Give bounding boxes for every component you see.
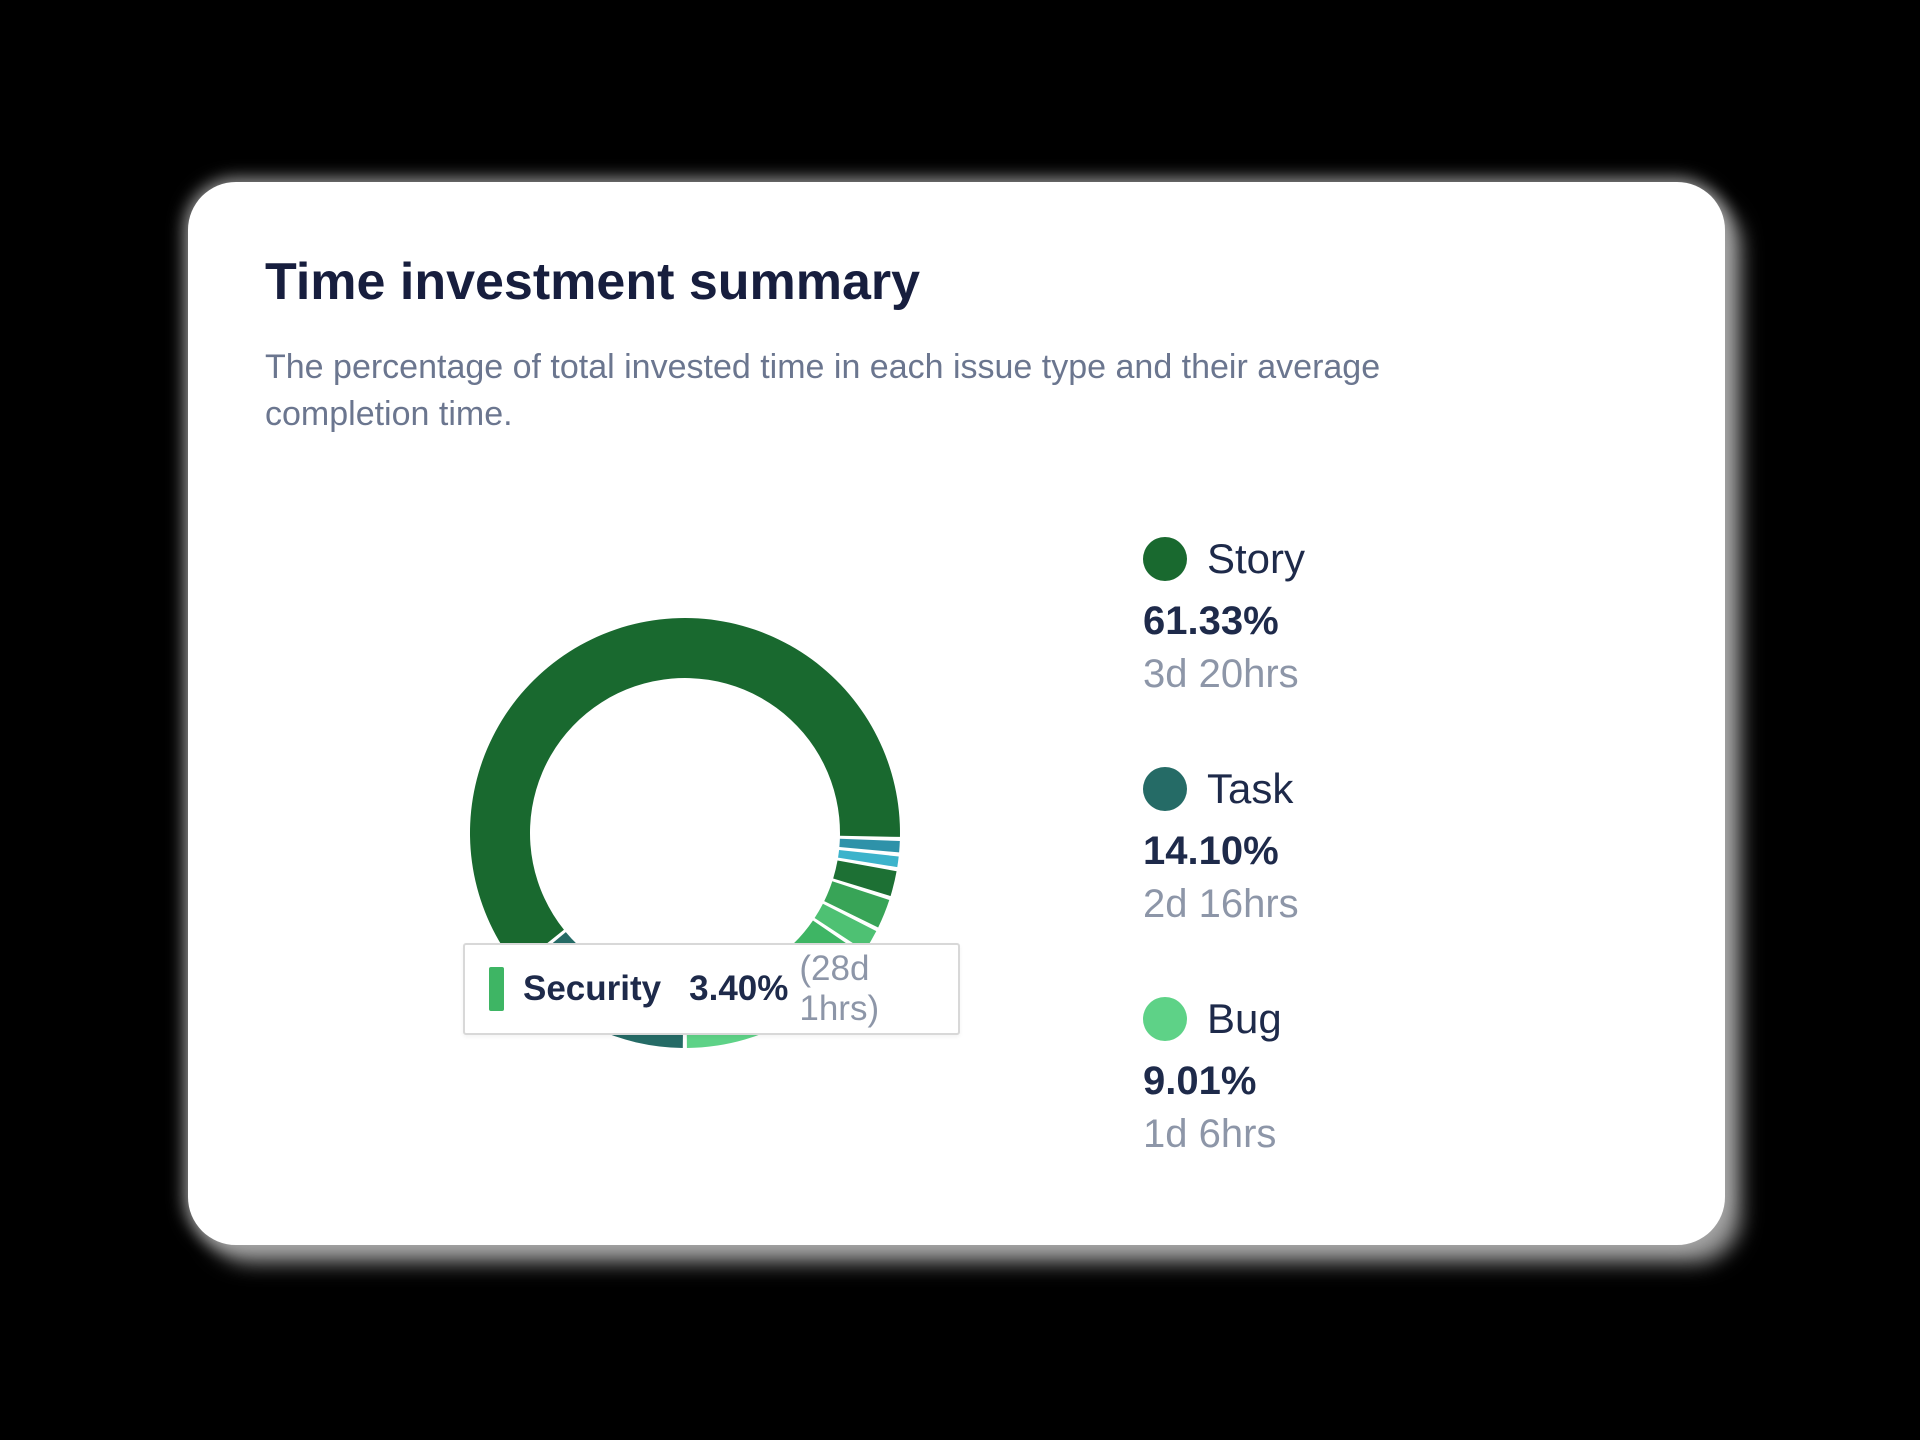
donut-segment-unlabeled-1[interactable] xyxy=(839,838,900,853)
legend-dot-bug xyxy=(1143,997,1187,1041)
legend-label-task: Task xyxy=(1207,765,1294,812)
legend-dot-task xyxy=(1143,767,1187,811)
legend-item-bug[interactable]: Bug 9.01% 1d 6hrs xyxy=(1143,995,1305,1157)
legend-time-story: 3d 20hrs xyxy=(1143,652,1299,696)
legend-row-bug: Bug xyxy=(1143,995,1305,1043)
donut-segment-unlabeled-5[interactable] xyxy=(814,903,877,951)
legend-percent-story: 61.33% xyxy=(1143,599,1279,643)
legend-label-story: Story xyxy=(1207,535,1306,582)
legend-time-task: 2d 16hrs xyxy=(1143,882,1299,926)
legend-row-story: Story xyxy=(1143,535,1305,583)
card-subtitle-line-1: The percentage of total invested time in… xyxy=(265,348,1381,386)
legend-dot-story xyxy=(1143,537,1187,581)
legend-item-story[interactable]: Story 61.33% 3d 20hrs xyxy=(1143,535,1305,697)
donut-segment-story[interactable] xyxy=(469,617,900,968)
chart-legend: Story 61.33% 3d 20hrs Task 14.10% 2d 16h… xyxy=(1143,535,1305,1225)
legend-percent-bug: 9.01% xyxy=(1143,1059,1257,1103)
card-title: Time investment summary xyxy=(265,253,921,311)
legend-label-bug: Bug xyxy=(1207,995,1282,1042)
card-subtitle: The percentage of total invested time in… xyxy=(265,344,1380,438)
donut-segment-unlabeled-4[interactable] xyxy=(824,881,890,928)
tooltip-label: Security xyxy=(523,969,662,1008)
tooltip-color-chip xyxy=(489,967,504,1011)
legend-percent-task: 14.10% xyxy=(1143,829,1279,873)
legend-row-task: Task xyxy=(1143,765,1305,813)
donut-segment-unlabeled-3[interactable] xyxy=(833,860,897,897)
legend-item-task[interactable]: Task 14.10% 2d 16hrs xyxy=(1143,765,1305,927)
donut-segment-unlabeled-2[interactable] xyxy=(838,849,899,868)
chart-tooltip: Security 3.40% (28d 1hrs) xyxy=(463,943,960,1035)
summary-card: Time investment summary The percentage o… xyxy=(188,182,1725,1245)
legend-time-bug: 1d 6hrs xyxy=(1143,1112,1277,1156)
card-subtitle-line-2: completion time. xyxy=(265,395,513,433)
tooltip-time: (28d 1hrs) xyxy=(799,949,880,1028)
tooltip-percent: 3.40% xyxy=(689,969,789,1008)
